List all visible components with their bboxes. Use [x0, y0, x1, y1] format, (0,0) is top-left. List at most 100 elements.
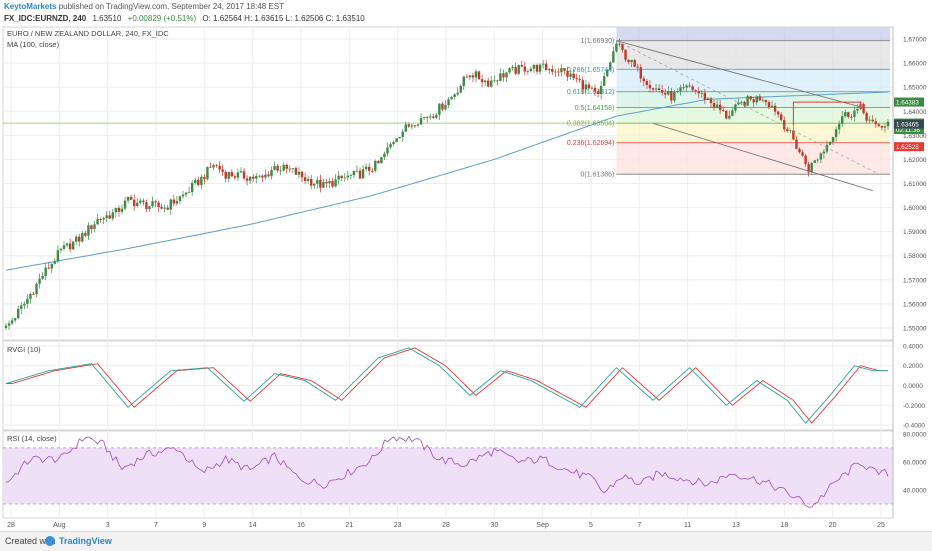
candle-body [801, 152, 804, 156]
channel-upper-line[interactable] [616, 40, 861, 108]
fib-band [616, 107, 890, 124]
x-tick-label: 3 [106, 522, 110, 529]
price-tick-label: 1.61000 [903, 181, 927, 188]
axes-layer: 28 Aug 3 7 9 14 16 21 23 28 30 Sep 5 7 11 13 18 20 25 1.670… [7, 27, 927, 529]
candle-body [84, 233, 87, 236]
candle-body [328, 181, 331, 184]
candle-body [270, 170, 273, 177]
author-link[interactable]: KeytoMarkets [4, 2, 57, 11]
candle-body [703, 92, 707, 100]
candle-body [581, 80, 585, 90]
candle-body [364, 166, 368, 170]
candle-body [834, 129, 838, 138]
candle-body [572, 73, 575, 79]
candle-body [184, 192, 188, 195]
candle-body [325, 181, 328, 184]
candle-body [810, 162, 813, 173]
candle-body [282, 164, 285, 171]
rvgi-layer [5, 347, 888, 424]
candle-body [120, 208, 124, 212]
candle-body [734, 104, 737, 111]
candle-body [410, 125, 414, 127]
candle-body [178, 196, 182, 202]
candle-body [746, 96, 749, 106]
candle-body [804, 155, 807, 165]
candle-body [474, 71, 478, 78]
candle-body [160, 206, 163, 209]
candle-body [819, 153, 823, 160]
candle-body [371, 170, 374, 172]
candle-body [117, 207, 121, 212]
candle-body [462, 76, 465, 86]
candle-body [816, 159, 820, 161]
price-change: +0.00829 (+0.51%) [127, 14, 197, 23]
candle-body [721, 110, 725, 111]
candle-body [657, 88, 661, 90]
candle-body [175, 201, 179, 204]
candle-body [44, 267, 47, 276]
candle-body [181, 194, 185, 197]
candle-body [74, 236, 78, 242]
candle-body [416, 124, 420, 126]
candle-body [429, 116, 432, 118]
candle-body [319, 179, 322, 188]
candle-body [218, 165, 221, 170]
candle-body [874, 121, 877, 125]
rsi-line[interactable] [5, 435, 889, 508]
chart-canvas[interactable]: 1(1.66930) 0.786(1.65744) 0.618(1.64812) 0.… [0, 0, 932, 531]
fib-trend-line[interactable] [616, 40, 880, 175]
candle-body [468, 75, 472, 78]
candle-body [700, 92, 704, 94]
x-tick-label: 28 [442, 522, 450, 529]
fibonacci-retracement: 1(1.66930) 0.786(1.65744) 0.618(1.64812) 0.… [3, 27, 890, 179]
candle-body [593, 87, 597, 92]
candle-body [517, 65, 520, 74]
candle-body [343, 177, 346, 179]
rvgi-signal-line[interactable] [6, 347, 888, 424]
candle-body [715, 104, 719, 108]
candle-body [557, 71, 560, 73]
candle-body [596, 91, 600, 94]
candle-body [609, 62, 612, 70]
x-tick-label: 7 [154, 522, 158, 529]
candle-body [740, 101, 743, 103]
candle-body [813, 160, 816, 163]
fib-band [616, 142, 890, 175]
x-tick-label: 14 [249, 522, 257, 529]
resistance-box-line[interactable] [792, 101, 862, 126]
candle-body [648, 84, 652, 89]
candle-body [728, 115, 731, 119]
rvgi-line[interactable] [5, 347, 888, 424]
rsi-layer [5, 435, 889, 508]
candle-body [136, 202, 139, 207]
fib-level-label: 0(1.61386) [581, 172, 615, 179]
ma-100-line[interactable] [5, 91, 889, 271]
candle-body [29, 294, 32, 299]
candle-body [203, 176, 206, 180]
moving-average-layer [5, 91, 889, 271]
candle-body [731, 110, 734, 116]
candle-body [349, 175, 353, 176]
candle-body [212, 165, 215, 168]
candle-body [187, 192, 191, 193]
rvgi-legend: RVGI (10) [7, 345, 41, 354]
tradingview-link[interactable]: TradingView [59, 536, 112, 546]
channel-lower-line[interactable] [652, 122, 873, 192]
candle-body [630, 60, 633, 63]
candle-body [102, 218, 105, 220]
candle-body [828, 141, 832, 145]
candle-body [541, 63, 545, 65]
chart-title: EURO / NEW ZEALAND DOLLAR, 240, FX_IDC [7, 29, 169, 38]
footer-bar: Created with TradingView [0, 531, 932, 551]
candle-body [53, 261, 57, 264]
candle-body [358, 170, 362, 179]
x-tick-label: 7 [637, 522, 641, 529]
candle-body [883, 126, 887, 128]
candle-body [78, 236, 81, 242]
candle-body [261, 175, 264, 178]
candle-body [56, 250, 60, 262]
candle-body [10, 320, 14, 324]
candle-body [526, 71, 530, 72]
candle-body [496, 80, 499, 82]
candle-body [618, 43, 621, 45]
